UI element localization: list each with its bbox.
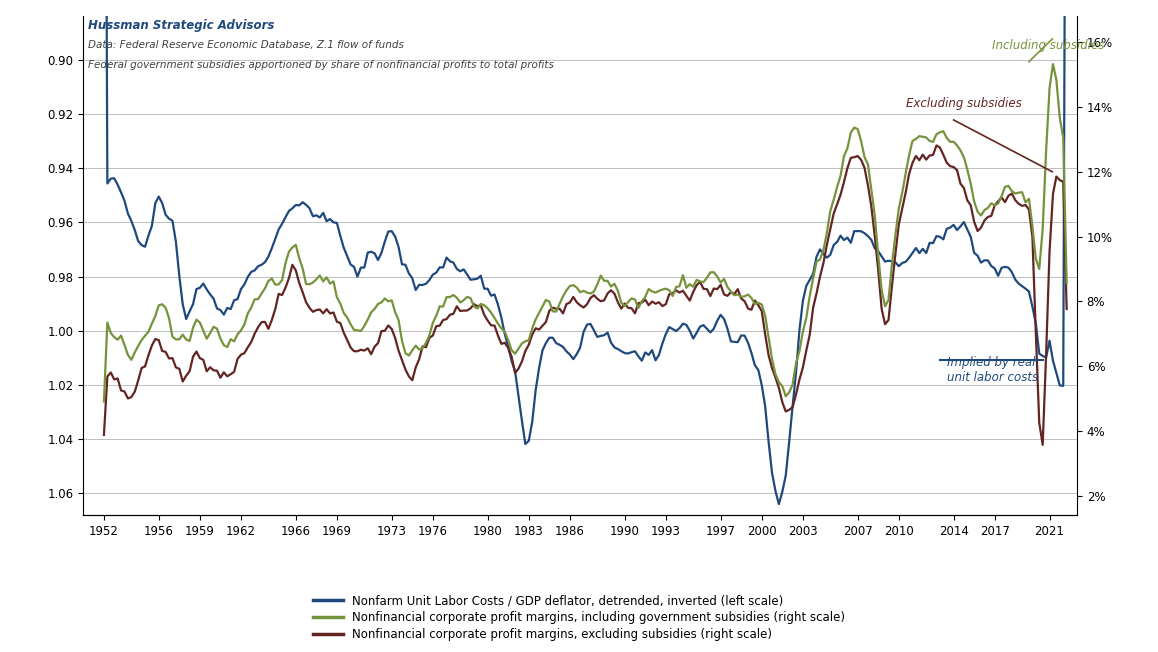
Legend: Nonfarm Unit Labor Costs / GDP deflator, detrended, inverted (left scale), Nonfi: Nonfarm Unit Labor Costs / GDP deflator,… [308, 589, 850, 646]
Text: Hussman Strategic Advisors: Hussman Strategic Advisors [88, 19, 274, 32]
Text: Federal government subsidies apportioned by share of nonfinancial profits to tot: Federal government subsidies apportioned… [88, 60, 555, 70]
Text: Implied by real
unit labor costs: Implied by real unit labor costs [947, 357, 1038, 385]
Text: Data: Federal Reserve Economic Database, Z.1 flow of funds: Data: Federal Reserve Economic Database,… [88, 40, 404, 50]
Text: Excluding subsidies: Excluding subsidies [906, 97, 1021, 110]
Text: Including subsidies: Including subsidies [992, 38, 1105, 52]
